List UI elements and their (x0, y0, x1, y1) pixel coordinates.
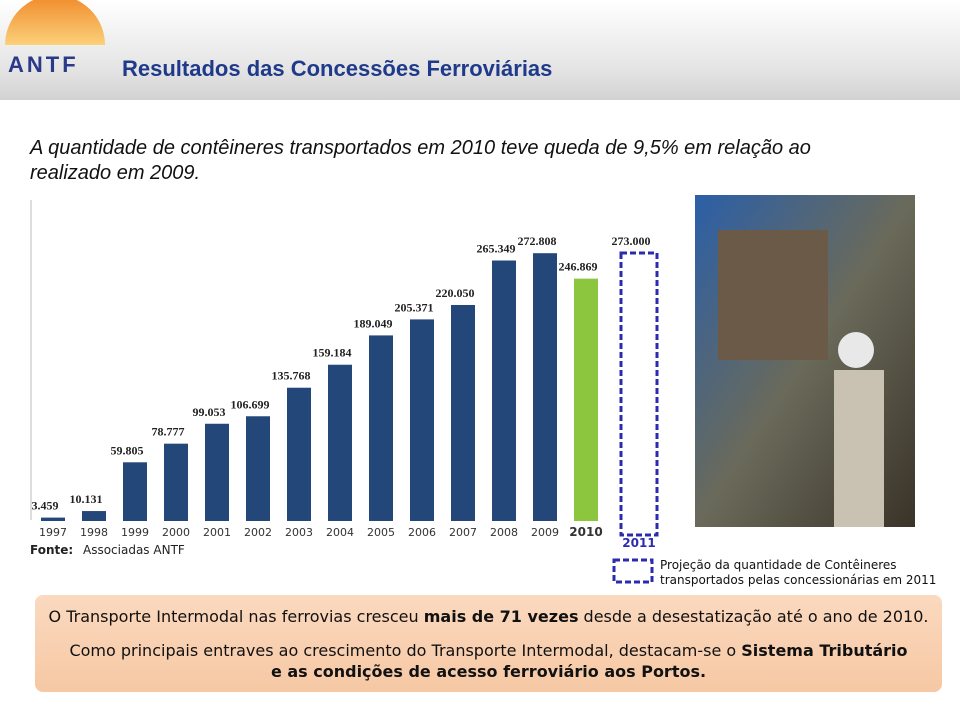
bar (205, 423, 229, 521)
value-label: 273.000 (612, 234, 651, 248)
bar (123, 462, 147, 521)
bar (533, 253, 557, 521)
value-label: 246.869 (559, 260, 598, 274)
bar (328, 364, 352, 521)
bar (369, 335, 393, 521)
x-tick-label: 2010 (569, 525, 602, 539)
value-label: 59.805 (111, 443, 144, 457)
bar (164, 443, 188, 521)
photo-helmet (838, 332, 874, 368)
slide-title: Resultados das Concessões Ferroviárias (122, 56, 553, 81)
footer-text: Como principais entraves ao crescimento … (69, 641, 742, 660)
footer-text: mais de 71 vezes (423, 607, 579, 626)
value-label: 78.777 (152, 425, 185, 439)
legend-swatch (612, 558, 654, 584)
photo-container (718, 230, 828, 360)
bar (451, 304, 475, 521)
logo: ANTF (8, 52, 79, 77)
value-label: 220.050 (436, 286, 475, 300)
header-band (0, 0, 960, 100)
x-tick-label: 2005 (367, 526, 395, 539)
bar (82, 511, 106, 521)
footer-text: desde a desestatização até o ano de 2010… (578, 607, 929, 626)
x-tick-label: 2006 (408, 526, 436, 539)
footer-box: O Transporte Intermodal nas ferrovias cr… (35, 595, 942, 692)
x-tick-label: 2009 (531, 526, 559, 539)
value-label: 3.459 (32, 499, 59, 513)
bar (41, 517, 65, 521)
footer-line: O Transporte Intermodal nas ferrovias cr… (35, 607, 942, 626)
value-label: 272.808 (518, 234, 557, 248)
value-label: 159.184 (313, 346, 352, 360)
footer-text: O Transporte Intermodal nas ferrovias cr… (48, 607, 424, 626)
value-label: 10.131 (70, 492, 103, 506)
value-label: 135.768 (272, 369, 311, 383)
subtitle: A quantidade de contêineres transportado… (30, 137, 811, 184)
value-label: 205.371 (395, 300, 434, 314)
x-tick-label: 2008 (490, 526, 518, 539)
footer-line: Como principais entraves ao crescimento … (35, 640, 942, 682)
value-label: 189.049 (354, 316, 393, 330)
source-label: Fonte: (30, 543, 73, 557)
x-tick-label: 2002 (244, 526, 272, 539)
legend-text: Projeção da quantidade de Contêineres tr… (660, 558, 937, 587)
x-tick-label: 1998 (80, 526, 108, 539)
source: Associadas ANTF (83, 543, 185, 557)
x-tick-label: 1997 (39, 526, 67, 539)
value-label: 106.699 (231, 397, 270, 411)
x-tick-label: 2007 (449, 526, 477, 539)
bar (410, 319, 434, 521)
bar (246, 416, 270, 521)
photo-worker (834, 370, 884, 527)
x-tick-label: 1999 (121, 526, 149, 539)
x-tick-label: 2004 (326, 526, 354, 539)
logo-mark (5, 0, 105, 45)
bar (619, 251, 659, 537)
bar (287, 387, 311, 521)
value-label: 265.349 (477, 242, 516, 256)
value-label: 99.053 (193, 405, 226, 419)
x-tick-label: 2011 (622, 536, 655, 550)
x-tick-label: 2001 (203, 526, 231, 539)
bar (492, 260, 516, 521)
footer-text: Sistema Tributário e as condições de ace… (270, 641, 908, 681)
x-tick-label: 2003 (285, 526, 313, 539)
x-tick-label: 2000 (162, 526, 190, 539)
bar (574, 278, 598, 521)
chart-edge (30, 200, 32, 520)
